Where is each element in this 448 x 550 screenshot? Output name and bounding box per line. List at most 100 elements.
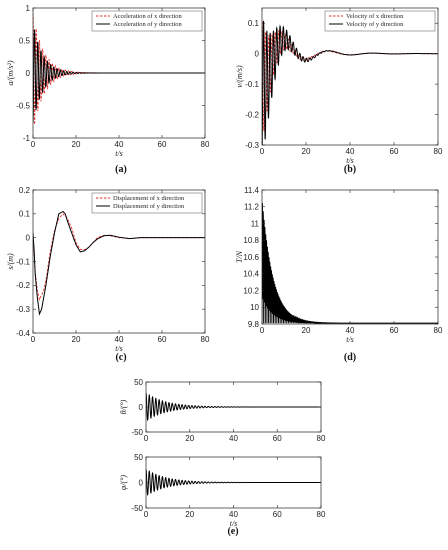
- legend-entry: Acceleration of y direction: [113, 21, 182, 28]
- x-tick-label: 60: [390, 326, 399, 335]
- y-tick-label: 10.8: [243, 236, 259, 245]
- x-tick-label: 20: [302, 147, 311, 156]
- y-tick-label: -0.3: [245, 141, 259, 150]
- x-tick-label: 0: [260, 326, 265, 335]
- x-axis-label: t/s: [346, 335, 354, 344]
- legend-entry: Velocity of y direction: [346, 21, 404, 28]
- series-line-e1-0: [146, 392, 321, 422]
- plot-frame: [261, 189, 439, 325]
- legend-entry: Velocity of x direction: [346, 13, 404, 20]
- y-tick-label: 9.8: [248, 320, 260, 329]
- x-tick-label: 40: [346, 147, 355, 156]
- x-tick-label: 20: [185, 434, 194, 443]
- x-tick-label: 20: [72, 140, 81, 149]
- legend-box: [91, 10, 203, 32]
- legend-entry: Acceleration of x direction: [113, 13, 182, 20]
- y-tick-label: -0.5: [16, 101, 30, 110]
- y-tick-label: 0: [255, 49, 260, 58]
- x-tick-label: 0: [31, 140, 36, 149]
- legend-entry: Displacement of y direction: [113, 203, 185, 210]
- y-axis-label: v/(m/s): [235, 65, 244, 88]
- x-axis-label: t/s: [346, 156, 354, 165]
- y-axis-label: φ/(°): [119, 475, 128, 491]
- x-tick-label: 60: [273, 510, 282, 519]
- y-axis-label: T/N: [235, 250, 244, 263]
- y-tick-label: 0.5: [19, 36, 31, 45]
- y-tick-label: 10.6: [243, 253, 259, 262]
- y-tick-label: 0: [139, 403, 144, 412]
- y-tick-label: -1: [23, 134, 31, 143]
- y-tick-label: -0.1: [245, 80, 259, 89]
- y-tick-label: 10.2: [243, 286, 259, 295]
- series-line-d-0: [262, 203, 438, 324]
- y-tick-label: 50: [134, 378, 143, 387]
- x-tick-label: 40: [229, 434, 238, 443]
- panel-caption: (d): [344, 352, 356, 363]
- x-axis-label: t/s: [115, 149, 123, 158]
- y-tick-label: 11.2: [244, 203, 260, 212]
- x-tick-label: 20: [302, 326, 311, 335]
- y-tick-label: 0.1: [248, 19, 260, 28]
- y-tick-label: 10: [250, 303, 259, 312]
- x-tick-label: 80: [434, 147, 443, 156]
- x-tick-label: 80: [434, 326, 443, 335]
- y-tick-label: -0.2: [245, 110, 259, 119]
- panel-caption: (c): [115, 352, 126, 363]
- panel-caption: (a): [115, 164, 127, 175]
- y-tick-label: 0.1: [19, 210, 31, 219]
- x-tick-label: 80: [317, 510, 326, 519]
- y-tick-label: 0: [26, 233, 31, 242]
- chart-b: 0 20 40 60 80 -0.3 -0.2 -0.1 0 0.1 t/s v/(m/s) Veloc…: [235, 7, 443, 175]
- legend: Acceleration of x directionAcceleration …: [91, 10, 203, 32]
- x-axis-label: t/s: [230, 519, 238, 528]
- x-tick-label: 60: [158, 140, 167, 149]
- y-tick-label: 0: [139, 478, 144, 487]
- x-tick-label: 60: [390, 147, 399, 156]
- x-tick-label: 80: [317, 434, 326, 443]
- x-tick-label: 80: [201, 140, 210, 149]
- y-tick-label: -0.1: [16, 257, 30, 266]
- x-tick-label: 60: [158, 335, 167, 344]
- y-axis-label: s/(m): [6, 253, 15, 270]
- y-tick-label: 0.2: [19, 186, 31, 195]
- x-tick-label: 40: [229, 510, 238, 519]
- y-tick-label: 10.4: [243, 270, 259, 279]
- series-line-e2-0: [146, 469, 321, 496]
- x-tick-label: 0: [144, 434, 149, 443]
- x-tick-label: 80: [201, 335, 210, 344]
- series-line-a-acceleration-of-y-direction: [33, 29, 205, 123]
- y-tick-label: 50: [134, 453, 143, 462]
- series-line-c-displacement-of-x-direction: [33, 213, 205, 302]
- legend-box: [91, 192, 203, 214]
- x-tick-label: 0: [144, 510, 149, 519]
- x-tick-label: 20: [72, 335, 81, 344]
- legend-box: [324, 10, 436, 32]
- series-line-b-velocity-of-x-direction: [262, 19, 438, 132]
- y-tick-label: 1: [26, 4, 31, 13]
- x-tick-label: 40: [346, 326, 355, 335]
- chart-a: 0 20 40 60 80 -1 -0.5 0 0.5 1 t/s a/(m/s²) Accelerat…: [6, 4, 210, 175]
- x-tick-label: 40: [115, 335, 124, 344]
- x-tick-label: 0: [31, 335, 36, 344]
- y-tick-label: -50: [131, 428, 143, 437]
- y-tick-label: 11.4: [244, 186, 260, 195]
- series-line-b-velocity-of-y-direction: [262, 20, 438, 145]
- y-tick-label: -0.2: [16, 281, 30, 290]
- x-tick-label: 20: [185, 510, 194, 519]
- y-tick-label: -0.4: [16, 329, 30, 338]
- legend-entry: Displacement of x direction: [113, 195, 185, 202]
- x-tick-label: 0: [260, 147, 265, 156]
- y-tick-label: -0.3: [16, 305, 30, 314]
- y-axis-label: θ/(°): [119, 399, 128, 414]
- y-tick-label: 11: [251, 219, 260, 228]
- y-tick-label: 0: [26, 69, 31, 78]
- y-axis-label: a/(m/s²): [6, 60, 15, 85]
- x-tick-label: 40: [115, 140, 124, 149]
- y-tick-label: -50: [131, 504, 143, 513]
- chart-c: 0 20 40 60 80 -0.4 -0.3 -0.2 -0.1 0 0.1 0.2 t/s s/(m)…: [6, 186, 210, 363]
- panel-caption: (b): [344, 164, 356, 175]
- x-tick-label: 60: [273, 434, 282, 443]
